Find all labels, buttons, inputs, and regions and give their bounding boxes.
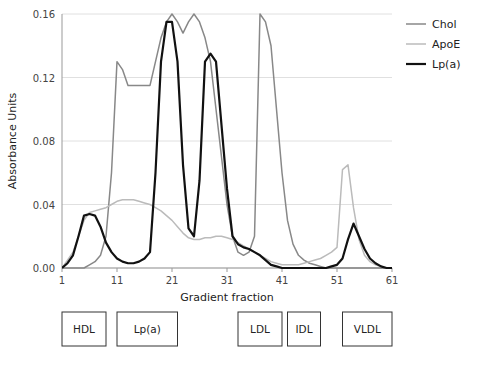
legend-swatch bbox=[406, 63, 426, 65]
legend-label: ApoE bbox=[432, 38, 460, 51]
legend-label: Lp(a) bbox=[432, 58, 460, 71]
y-tick-label: 0.12 bbox=[33, 73, 55, 84]
grid-line bbox=[62, 141, 392, 142]
fraction-box bbox=[288, 312, 321, 346]
y-axis-label: Absorbance Units bbox=[6, 92, 19, 189]
chart: 0.000.040.080.120.161112131415161Gradien… bbox=[0, 0, 500, 373]
x-tick-label: 21 bbox=[166, 275, 179, 286]
fraction-label: IDL bbox=[295, 323, 312, 335]
x-tick bbox=[117, 268, 118, 272]
legend-swatch bbox=[406, 43, 426, 45]
x-tick bbox=[227, 268, 228, 272]
x-tick-label: 1 bbox=[59, 275, 65, 286]
fraction-label: HDL bbox=[73, 323, 95, 335]
legend-label: Chol bbox=[432, 18, 456, 31]
y-axis bbox=[62, 14, 63, 268]
fraction-box bbox=[117, 312, 178, 346]
series-line bbox=[62, 22, 392, 268]
y-tick-label: 0.08 bbox=[33, 136, 55, 147]
fraction-box bbox=[238, 312, 282, 346]
fraction-box bbox=[62, 312, 106, 346]
fraction-label: LDL bbox=[250, 323, 270, 335]
legend-swatch bbox=[406, 23, 426, 25]
plot-area bbox=[62, 14, 392, 268]
x-tick-label: 61 bbox=[386, 275, 399, 286]
x-axis-label: Gradient fraction bbox=[180, 291, 274, 304]
x-tick-label: 51 bbox=[331, 275, 344, 286]
series-line bbox=[62, 14, 392, 268]
grid-line bbox=[62, 14, 392, 15]
x-tick-label: 11 bbox=[111, 275, 124, 286]
fraction-label: Lp(a) bbox=[134, 323, 161, 335]
x-tick-label: 31 bbox=[221, 275, 234, 286]
x-tick bbox=[172, 268, 173, 272]
x-tick-label: 41 bbox=[276, 275, 289, 286]
fraction-label: VLDL bbox=[354, 323, 381, 335]
y-tick-label: 0.04 bbox=[33, 200, 55, 211]
fraction-box bbox=[343, 312, 393, 346]
y-tick-label: 0.16 bbox=[33, 9, 55, 20]
y-tick-label: 0.00 bbox=[33, 263, 55, 274]
grid-line bbox=[62, 77, 392, 78]
